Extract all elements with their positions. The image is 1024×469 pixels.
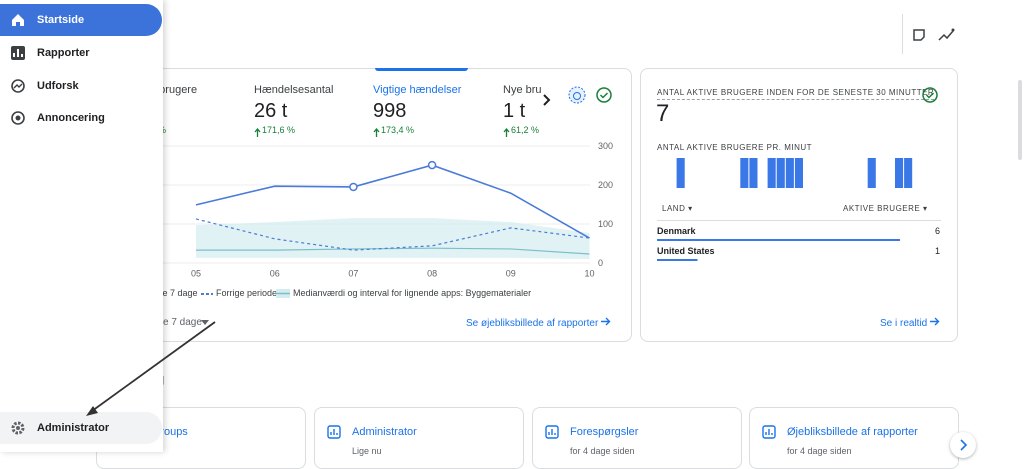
- up-arrow: [373, 125, 380, 143]
- legend-prev-swatch: [201, 293, 213, 295]
- active-tab-indicator: [375, 68, 468, 71]
- minute-bar: [749, 158, 758, 188]
- x-tick-label: 06: [270, 268, 280, 278]
- table-divider: [657, 220, 941, 221]
- nav-explore[interactable]: Udforsk: [0, 70, 162, 102]
- ai-icon[interactable]: [568, 86, 586, 104]
- nav-ads[interactable]: Annoncering: [0, 102, 162, 134]
- country-header[interactable]: LAND ▾: [662, 204, 693, 213]
- notes-icon[interactable]: [912, 28, 926, 42]
- realtime-link[interactable]: Se i realtid: [880, 317, 940, 329]
- point-marker: [349, 182, 358, 192]
- x-tick-label: 05: [191, 268, 201, 278]
- reports-link-text[interactable]: Se øjebliksbillede af rapporter: [466, 318, 599, 329]
- realtime-link-text[interactable]: Se i realtid: [880, 318, 928, 329]
- x-tick-label: 07: [348, 268, 358, 278]
- tab-change: 173,4 %: [381, 125, 415, 135]
- series-line: [195, 218, 590, 251]
- legend-previous: Forrige periode: [216, 288, 278, 298]
- y-tick-label: 100: [598, 219, 613, 229]
- users-header-text[interactable]: AKTIVE BRUGERE: [843, 204, 921, 213]
- minute-bar: [740, 158, 749, 188]
- chart: 0 100 200 300 05 06 07 08 09 10: [117, 141, 913, 278]
- divider: [902, 14, 903, 54]
- card-title[interactable]: Administrator: [352, 426, 417, 438]
- row-users: 6: [934, 226, 940, 236]
- nav-admin[interactable]: Administrator: [0, 412, 162, 444]
- minute-bar: [867, 158, 876, 188]
- minute-bar: [794, 158, 803, 188]
- row-country: United States: [657, 246, 715, 256]
- minute-bar: [767, 158, 776, 188]
- realtime-value: 7: [656, 100, 670, 127]
- nav-home[interactable]: Startside: [0, 4, 162, 36]
- nav-label[interactable]: Annoncering: [37, 112, 105, 124]
- tab-value: 1 t: [503, 100, 526, 122]
- reports-link[interactable]: Se øjebliksbillede af rapporter: [466, 317, 611, 329]
- card-sub: for 4 dage siden: [570, 446, 635, 456]
- tab-change: 61,2 %: [511, 125, 540, 135]
- legend-current: te 7 dage: [160, 288, 198, 298]
- tab-change: 171,6 %: [262, 125, 296, 135]
- minute-bar: [785, 158, 794, 188]
- legend-median: Medianværdi og interval for lignende app…: [293, 288, 532, 298]
- sidebar: Startside Rapporter Udforsk Annoncering …: [0, 0, 163, 452]
- minute-bar: [895, 158, 904, 188]
- realtime-check: [922, 87, 938, 103]
- per-minute-title: ANTAL AKTIVE BRUGERE PR. MINUT: [657, 143, 813, 152]
- minute-bar: [904, 158, 913, 188]
- next-arrow[interactable]: [542, 93, 552, 112]
- card-title[interactable]: Øjebliksbillede af rapporter: [787, 426, 918, 438]
- tab-label[interactable]: Vigtige hændelser: [373, 84, 462, 96]
- nav-label[interactable]: Rapporter: [37, 47, 90, 59]
- carousel-next[interactable]: [950, 432, 976, 458]
- series-line: [195, 164, 590, 239]
- y-tick-label: 0: [598, 258, 603, 268]
- card-sub: Lige nu: [352, 446, 382, 456]
- x-tick-label: 08: [427, 268, 437, 278]
- x-tick-label: 10: [584, 268, 594, 278]
- nav-label[interactable]: Startside: [37, 14, 85, 26]
- minute-bar: [676, 158, 685, 188]
- users-header[interactable]: AKTIVE BRUGERE ▾: [843, 204, 928, 213]
- card-icon: [327, 425, 341, 444]
- card-icon: [545, 425, 559, 444]
- scrollbar: [1018, 80, 1022, 160]
- realtime-title: ANTAL AKTIVE BRUGERE INDEN FOR DE SENEST…: [657, 88, 935, 100]
- tab-value: 26 t: [254, 100, 288, 122]
- row-bar: [657, 259, 698, 261]
- tab-value: 998: [373, 100, 407, 122]
- tab-label[interactable]: Nye bru: [503, 84, 542, 96]
- tab-label[interactable]: Hændelsesantal: [254, 84, 334, 96]
- card-sub: for 4 dage siden: [787, 446, 852, 456]
- y-tick-label: 300: [598, 141, 613, 151]
- x-tick-label: 09: [506, 268, 516, 278]
- card-icon: [762, 425, 776, 444]
- y-tick-label: 200: [598, 180, 613, 190]
- nav-reports[interactable]: Rapporter: [0, 37, 162, 69]
- insights-icon[interactable]: [938, 27, 956, 43]
- realtime-card: [640, 68, 958, 342]
- up-arrow: [254, 125, 261, 143]
- minute-bar: [776, 158, 785, 188]
- check-icon: [596, 87, 612, 103]
- legend-median-swatch: [276, 289, 290, 298]
- row-users: 1: [934, 246, 940, 256]
- nav-label[interactable]: Administrator: [37, 422, 110, 434]
- country-header-text[interactable]: LAND: [662, 204, 686, 213]
- row-country: Denmark: [657, 226, 696, 236]
- nav-label[interactable]: Udforsk: [37, 80, 79, 92]
- card-title[interactable]: Forespørgsler: [570, 426, 639, 438]
- metrics-card: [100, 68, 632, 342]
- point-marker: [427, 160, 437, 170]
- up-arrow: [503, 125, 510, 143]
- row-bar: [657, 239, 900, 241]
